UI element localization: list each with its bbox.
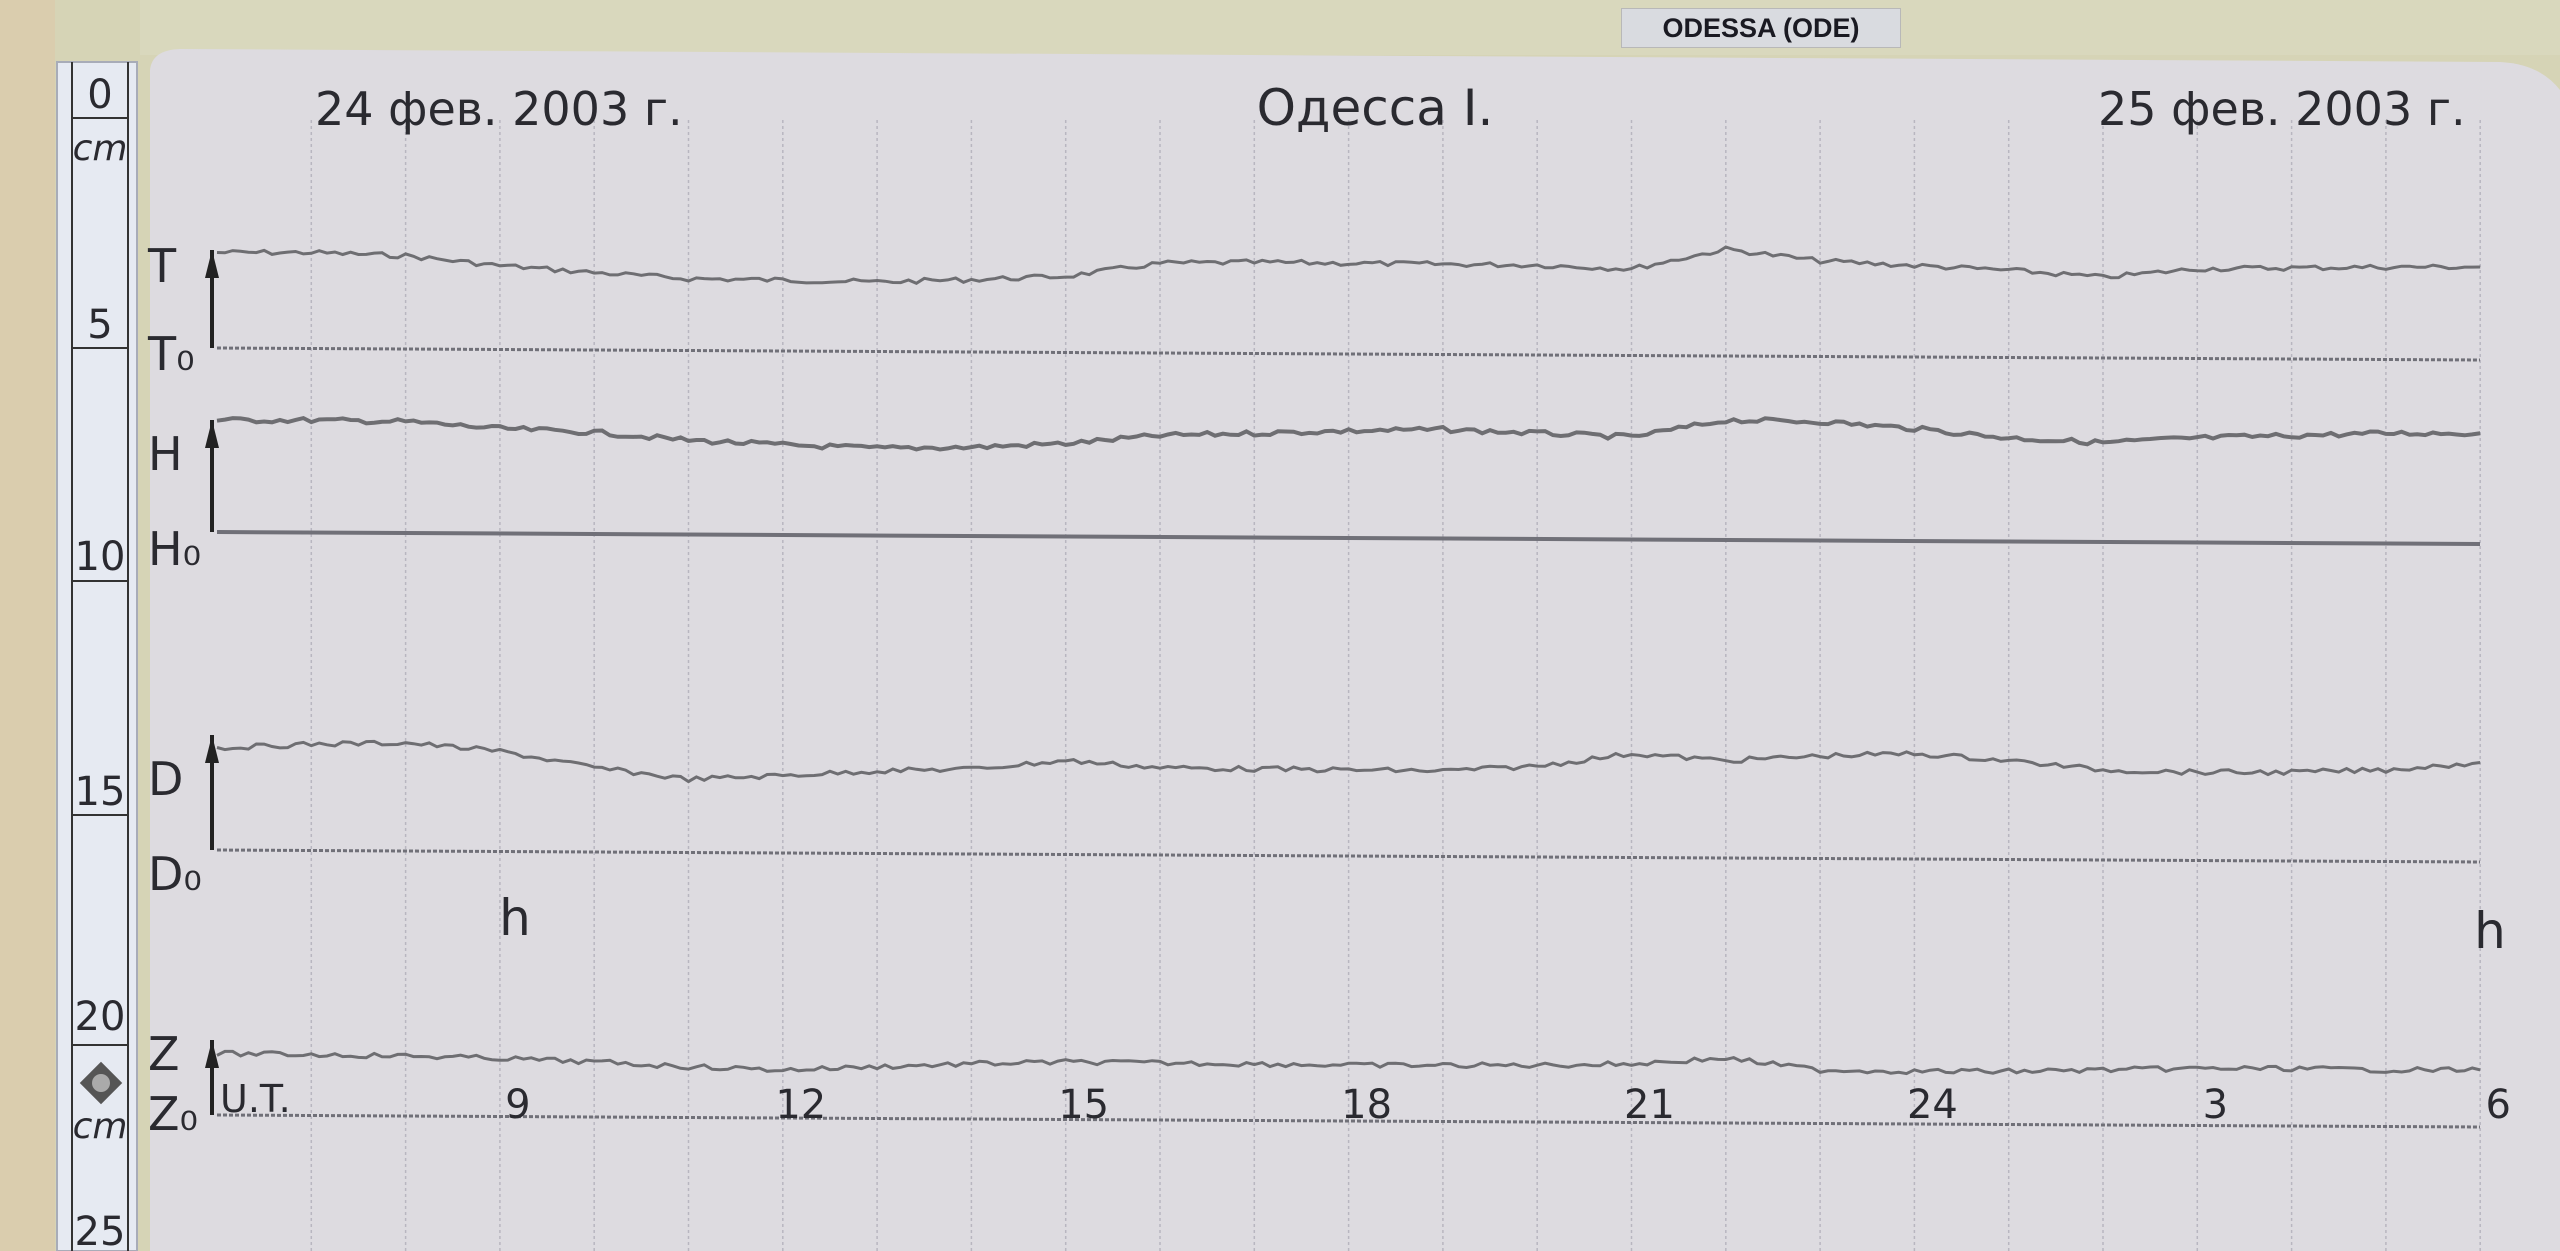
grid-lines bbox=[310, 120, 2481, 1251]
trace-d bbox=[216, 739, 2481, 784]
arrow-head-icon bbox=[205, 420, 219, 448]
chart-paper bbox=[150, 49, 2560, 1251]
cm-ruler: 0 cm 5 10 15 20 cm 25 bbox=[56, 61, 138, 1251]
panel-d: D D₀ bbox=[148, 735, 2481, 901]
x-tick-label: 9 bbox=[505, 1082, 530, 1128]
ruler-unit-bottom: cm bbox=[73, 1106, 128, 1147]
label-z0: Z₀ bbox=[148, 1087, 198, 1141]
label-d: D bbox=[148, 752, 183, 806]
chart-title: Одесса I. bbox=[1257, 79, 1494, 137]
baseline-z bbox=[216, 1113, 2481, 1129]
ruler-tick-25: 25 bbox=[75, 1209, 126, 1251]
x-tick-label: 6 bbox=[2485, 1082, 2510, 1128]
panel-z: Z Z₀ bbox=[148, 1027, 2481, 1141]
trace-z bbox=[216, 1049, 2481, 1076]
ruler-tick-5: 5 bbox=[87, 302, 112, 348]
station-plate: ODESSA (ODE) bbox=[1621, 8, 1901, 48]
trace-h bbox=[216, 415, 2481, 452]
ruler-unit-top: cm bbox=[73, 128, 128, 169]
wallpaper-strip bbox=[0, 0, 55, 1251]
baseline-t bbox=[216, 346, 2481, 362]
label-z: Z bbox=[148, 1027, 180, 1081]
panel-t: T T₀ bbox=[147, 239, 2481, 381]
board-top bbox=[140, 0, 2560, 55]
ruler-tick-10: 10 bbox=[75, 534, 126, 580]
label-t0: T₀ bbox=[147, 327, 195, 381]
ruler-tick-20: 20 bbox=[75, 994, 126, 1040]
trace-t bbox=[216, 245, 2481, 285]
x-tick-label: 3 bbox=[2203, 1082, 2228, 1128]
ruler-tick-0: 0 bbox=[87, 72, 112, 118]
ruler-tick-15: 15 bbox=[75, 769, 126, 815]
baseline-h bbox=[216, 530, 2481, 546]
x-tick-label: 15 bbox=[1058, 1082, 1109, 1128]
hour-ticks: 9 12 15 18 21 24 3 6 bbox=[505, 1082, 2511, 1128]
baseline-d bbox=[216, 848, 2481, 864]
date-right: 25 фев. 2003 г. bbox=[2098, 82, 2466, 136]
hour-marker-left: h bbox=[499, 889, 531, 947]
hour-marker-right: h bbox=[2474, 902, 2506, 960]
date-left: 24 фев. 2003 г. bbox=[315, 82, 683, 136]
screw-head-icon bbox=[92, 1074, 110, 1092]
label-t: T bbox=[147, 239, 177, 293]
x-tick-label: 21 bbox=[1624, 1082, 1675, 1128]
arrow-head-icon bbox=[205, 250, 219, 278]
label-d0: D₀ bbox=[148, 847, 202, 901]
traces: T T₀ H H₀ D D₀ Z Z₀ bbox=[147, 239, 2481, 1141]
panel-h: H H₀ bbox=[148, 415, 2481, 576]
label-h: H bbox=[148, 427, 183, 481]
label-h0: H₀ bbox=[148, 522, 201, 576]
x-tick-label: 24 bbox=[1907, 1082, 1958, 1128]
x-tick-label: 12 bbox=[775, 1082, 826, 1128]
arrow-head-icon bbox=[205, 1040, 219, 1068]
time-label: U.T. bbox=[220, 1077, 291, 1121]
x-tick-label: 18 bbox=[1341, 1082, 1392, 1128]
arrow-head-icon bbox=[205, 735, 219, 763]
